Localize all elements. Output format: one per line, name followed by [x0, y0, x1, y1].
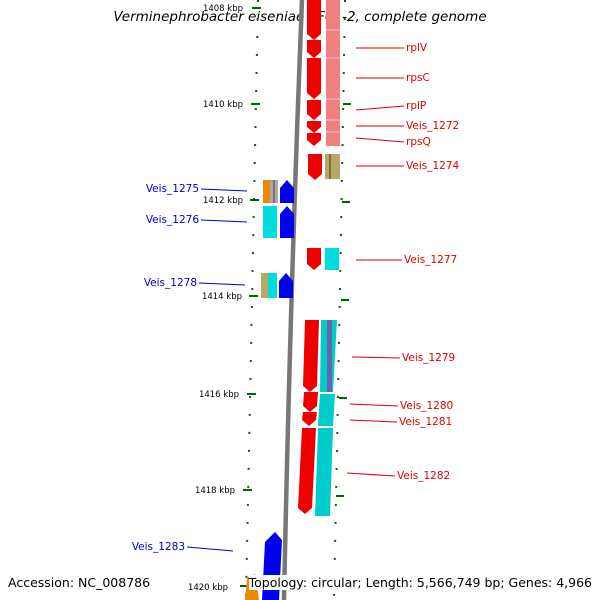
gene-label-veis-1275: Veis_1275 — [146, 183, 199, 195]
pink-track — [326, 0, 340, 146]
gene-labels-left: Veis_1275 Veis_1276 Veis_1278 Veis_1283 — [132, 183, 200, 553]
gene-label-veis-1274: Veis_1274 — [406, 160, 460, 172]
tick-1408: 1408 kbp — [203, 4, 261, 14]
gene-label-veis-1277: Veis_1277 — [404, 254, 457, 266]
tick-label: 1416 kbp — [199, 390, 239, 400]
gene-1274 — [308, 154, 340, 180]
tick-1410: 1410 kbp — [203, 100, 260, 110]
gene-label-veis-1282: Veis_1282 — [397, 470, 450, 482]
tick-1416: 1416 kbp — [199, 390, 256, 400]
gene-1276 — [263, 206, 294, 238]
gene-1278 — [261, 273, 293, 298]
forward-genes-top — [307, 0, 321, 146]
gene-label-rpsC: rpsC — [406, 72, 430, 84]
gene-label-veis-1281: Veis_1281 — [399, 416, 452, 428]
tick-label: 1410 kbp — [203, 100, 243, 110]
tick-label: 1418 kbp — [195, 486, 235, 496]
gene-1275 — [263, 180, 294, 203]
scale-ticks: 1408 kbp 1410 kbp 1412 kbp 1414 kbp 1416… — [188, 4, 261, 593]
tick-1418: 1418 kbp — [195, 486, 252, 496]
gene-1277 — [307, 248, 339, 270]
gene-shape — [307, 0, 321, 40]
gene-shape — [307, 58, 321, 99]
gene-label-veis-1276: Veis_1276 — [146, 214, 200, 226]
gene-label-veis-1272: Veis_1272 — [406, 120, 459, 132]
tick-label: 1420 kbp — [188, 583, 228, 593]
inner-ring-dots — [245, 0, 259, 600]
gene-1279-cluster — [298, 320, 337, 516]
tick-label: 1408 kbp — [203, 4, 243, 14]
gene-label-veis-1280: Veis_1280 — [400, 400, 453, 412]
leader-lines-right — [346, 47, 405, 477]
minor-ticks-right — [336, 103, 351, 497]
gene-label-rplV: rplV — [406, 42, 428, 54]
genome-backbone — [281, 0, 305, 600]
accession-text: Accession: NC_008786 — [8, 575, 151, 590]
tick-1420: 1420 kbp — [188, 583, 249, 593]
topology-text: Topology: circular; Length: 5,566,749 bp… — [248, 575, 592, 590]
tick-label: 1414 kbp — [202, 292, 242, 302]
leader-lines-left — [186, 188, 248, 552]
gene-label-veis-1283: Veis_1283 — [132, 541, 185, 553]
gene-label-veis-1279: Veis_1279 — [402, 352, 455, 364]
gene-label-rplP: rplP — [406, 100, 426, 112]
tick-1412: 1412 kbp — [203, 196, 259, 206]
tick-1414: 1414 kbp — [202, 292, 258, 302]
gene-labels-right: rplV rpsC rplP Veis_1272 rpsQ Veis_1274 … — [397, 42, 460, 482]
tick-label: 1412 kbp — [203, 196, 243, 206]
gene-label-rpsQ: rpsQ — [406, 136, 431, 148]
gene-shape — [307, 40, 321, 58]
gene-label-veis-1278: Veis_1278 — [144, 277, 197, 289]
gene-shape — [307, 121, 321, 133]
gene-shape — [307, 100, 321, 120]
gene-shape — [307, 133, 321, 146]
